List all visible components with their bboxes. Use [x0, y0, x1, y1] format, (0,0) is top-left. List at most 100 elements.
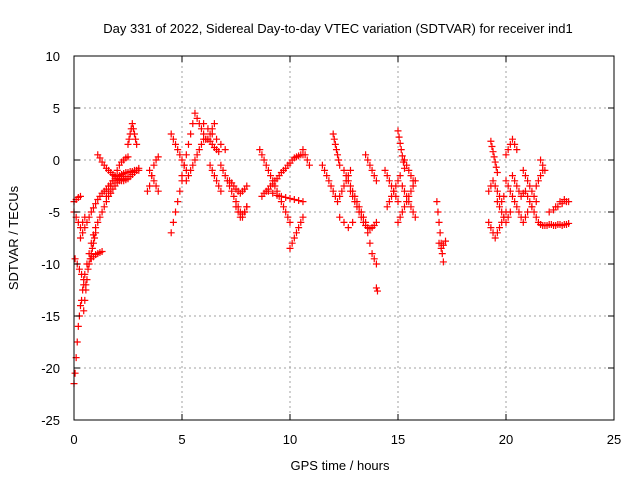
data-point	[395, 133, 403, 141]
data-point	[89, 231, 97, 239]
data-point	[519, 218, 527, 226]
data-point	[172, 208, 180, 216]
data-point	[217, 161, 225, 169]
data-point	[98, 248, 106, 256]
data-point	[94, 218, 102, 226]
data-point	[76, 192, 84, 200]
data-point	[515, 208, 523, 216]
data-point	[217, 187, 225, 195]
data-point	[232, 203, 240, 211]
data-point	[331, 140, 339, 148]
data-point	[282, 208, 290, 216]
data-point	[342, 172, 350, 180]
data-point	[370, 172, 378, 180]
data-point	[84, 265, 92, 273]
data-point	[524, 192, 532, 200]
data-point	[88, 244, 96, 252]
data-point	[318, 161, 326, 169]
data-point	[491, 234, 499, 242]
data-point	[340, 166, 348, 174]
data-point	[329, 187, 337, 195]
data-point	[154, 187, 162, 195]
data-point	[372, 218, 380, 226]
data-point	[398, 182, 406, 190]
data-point	[403, 192, 411, 200]
data-point	[174, 198, 182, 206]
data-point	[521, 187, 529, 195]
data-point	[273, 191, 281, 199]
data-point	[80, 307, 88, 315]
x-tick-label: 10	[283, 432, 297, 447]
data-point	[332, 146, 340, 154]
x-tick-label: 5	[178, 432, 185, 447]
data-point	[113, 166, 121, 174]
y-tick-label: -10	[41, 257, 60, 272]
data-point	[508, 172, 516, 180]
data-point	[221, 172, 229, 180]
data-point	[299, 198, 307, 206]
y-tick-label: -25	[41, 413, 60, 428]
data-point	[442, 237, 450, 245]
data-point	[197, 125, 205, 133]
data-point	[336, 161, 344, 169]
data-point	[83, 276, 91, 284]
data-point	[403, 161, 411, 169]
data-point	[336, 192, 344, 200]
data-point	[357, 213, 365, 221]
data-point	[513, 146, 521, 154]
data-point	[206, 161, 214, 169]
data-point	[264, 166, 272, 174]
data-point	[392, 182, 400, 190]
data-point	[366, 161, 374, 169]
data-point	[493, 229, 501, 237]
data-point	[396, 172, 404, 180]
data-point	[390, 187, 398, 195]
data-point	[511, 198, 519, 206]
data-point	[174, 146, 182, 154]
data-point	[436, 229, 444, 237]
data-point	[344, 177, 352, 185]
data-point	[340, 182, 348, 190]
axis-ticks	[73, 55, 615, 421]
data-point	[92, 224, 100, 232]
data-point	[338, 187, 346, 195]
data-point	[282, 193, 290, 201]
data-point	[87, 208, 95, 216]
data-point	[519, 166, 527, 174]
data-point	[176, 151, 184, 159]
data-point	[305, 161, 313, 169]
data-point	[124, 140, 132, 148]
x-tick-label: 0	[70, 432, 77, 447]
data-point	[89, 204, 97, 212]
data-point	[193, 151, 201, 159]
data-point	[290, 196, 298, 204]
data-point	[189, 161, 197, 169]
data-point	[189, 120, 197, 128]
data-point	[256, 146, 264, 154]
data-point	[366, 239, 374, 247]
gridlines	[74, 56, 614, 420]
data-point	[513, 182, 521, 190]
data-point	[260, 156, 268, 164]
data-point	[143, 187, 151, 195]
data-point	[82, 286, 90, 294]
data-point	[394, 198, 402, 206]
data-point	[438, 250, 446, 258]
data-point	[172, 140, 180, 148]
data-point	[370, 255, 378, 263]
data-point	[230, 192, 238, 200]
data-point	[243, 203, 251, 211]
data-point	[524, 177, 532, 185]
y-axis-label: SDTVAR / TECUs	[6, 185, 21, 290]
x-tick-label: 15	[391, 432, 405, 447]
data-point	[500, 192, 508, 200]
data-point	[290, 234, 298, 242]
data-point	[128, 120, 136, 128]
data-point	[258, 151, 266, 159]
data-point	[329, 130, 337, 138]
data-point	[234, 208, 242, 216]
data-point	[167, 229, 175, 237]
data-point	[487, 224, 495, 232]
data-point	[135, 164, 143, 172]
